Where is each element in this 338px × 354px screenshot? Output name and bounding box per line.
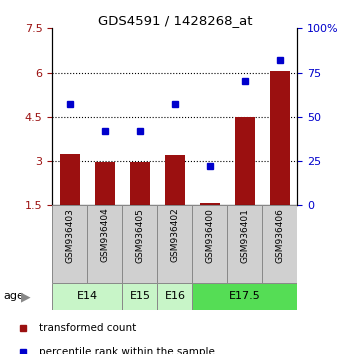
Text: GSM936401: GSM936401 [240, 208, 249, 263]
Text: E16: E16 [164, 291, 186, 302]
Text: GSM936403: GSM936403 [65, 208, 74, 263]
Bar [52, 283, 122, 310]
Bar [60, 154, 79, 205]
Bar [165, 155, 185, 205]
Bar [192, 283, 297, 310]
Text: E15: E15 [129, 291, 150, 302]
Title: GDS4591 / 1428268_at: GDS4591 / 1428268_at [98, 14, 252, 27]
Text: E17.5: E17.5 [229, 291, 261, 302]
Text: E14: E14 [77, 291, 98, 302]
Bar [88, 205, 122, 283]
Text: GSM936400: GSM936400 [206, 208, 214, 263]
Bar [158, 283, 192, 310]
Bar [262, 205, 297, 283]
Text: GSM936405: GSM936405 [136, 208, 144, 263]
Bar [122, 283, 158, 310]
Bar [130, 162, 149, 205]
Bar [52, 205, 88, 283]
Bar [122, 205, 158, 283]
Text: GSM936406: GSM936406 [275, 208, 285, 263]
Bar [158, 205, 192, 283]
Bar [227, 205, 262, 283]
Bar [200, 203, 220, 205]
Text: GSM936402: GSM936402 [170, 208, 179, 262]
Text: ▶: ▶ [21, 290, 30, 303]
Bar [270, 71, 290, 205]
Bar [95, 162, 115, 205]
Bar [192, 205, 227, 283]
Bar [235, 117, 255, 205]
Text: age: age [3, 291, 24, 302]
Text: percentile rank within the sample: percentile rank within the sample [39, 347, 215, 354]
Text: transformed count: transformed count [39, 323, 137, 333]
Text: GSM936404: GSM936404 [100, 208, 110, 262]
